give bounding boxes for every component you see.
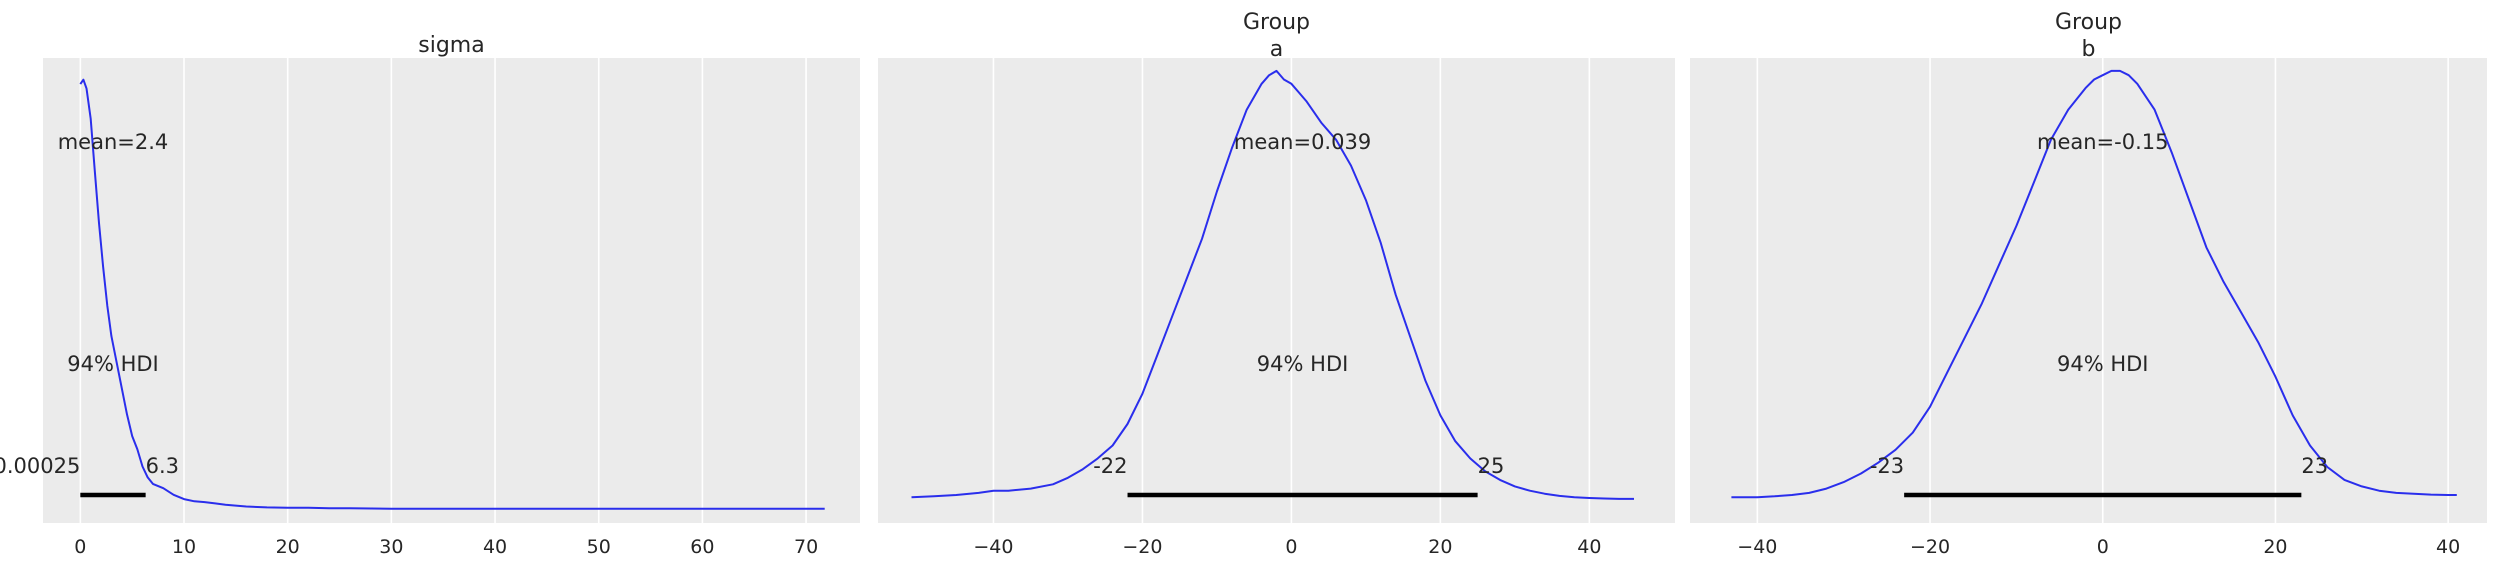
panel-title: b: [2082, 37, 2096, 62]
x-tick-label: 10: [172, 536, 196, 558]
mean-label: mean=2.4: [58, 130, 169, 154]
hdi-text: 94% HDI: [2057, 352, 2149, 376]
panel-title: Group: [2055, 10, 2122, 35]
hdi-low-label: -23: [1870, 454, 1904, 478]
x-tick-label: −20: [1122, 536, 1162, 558]
mean-label: mean=-0.15: [2037, 130, 2169, 154]
hdi-text: 94% HDI: [67, 352, 159, 376]
x-tick-label: 0: [1285, 536, 1297, 558]
hdi-text: 94% HDI: [1257, 352, 1349, 376]
x-tick-label: 60: [690, 536, 714, 558]
density-line: [1731, 69, 2457, 499]
hdi-high-label: 23: [2301, 454, 2328, 478]
x-tick-label: 30: [379, 536, 403, 558]
x-tick-label: 50: [587, 536, 611, 558]
panel-title: Group: [1243, 10, 1310, 35]
x-tick-label: −40: [973, 536, 1013, 558]
panel-title: sigma: [418, 33, 484, 58]
hdi-low-label: -22: [1093, 454, 1127, 478]
plot-area: [43, 58, 860, 523]
x-tick-label: 20: [276, 536, 300, 558]
x-tick-label: 70: [794, 536, 818, 558]
plot-area: [1690, 58, 2487, 523]
x-tick-label: 40: [483, 536, 507, 558]
x-tick-label: −20: [1910, 536, 1950, 558]
x-tick-label: 20: [1428, 536, 1452, 558]
mean-label: mean=0.039: [1234, 130, 1371, 154]
x-tick-label: 40: [1577, 536, 1601, 558]
hdi-high-label: 25: [1478, 454, 1505, 478]
density-line: [79, 78, 825, 510]
panel-1: 0 10 20 30 40 50 60 70 sigma 0.00025 6.3 94% HDI mea…: [0, 33, 860, 558]
hdi-high-label: 6.3: [146, 454, 179, 478]
x-tick-label: 0: [74, 536, 86, 558]
x-tick-label: −40: [1737, 536, 1777, 558]
x-tick-label: 0: [2097, 536, 2109, 558]
x-tick-label: 40: [2436, 536, 2460, 558]
density-line: [911, 69, 1634, 500]
plot-area: [878, 58, 1675, 523]
hdi-low-label: 0.00025: [0, 454, 80, 478]
x-tick-label: 20: [2263, 536, 2287, 558]
panel-title: a: [1270, 37, 1283, 62]
